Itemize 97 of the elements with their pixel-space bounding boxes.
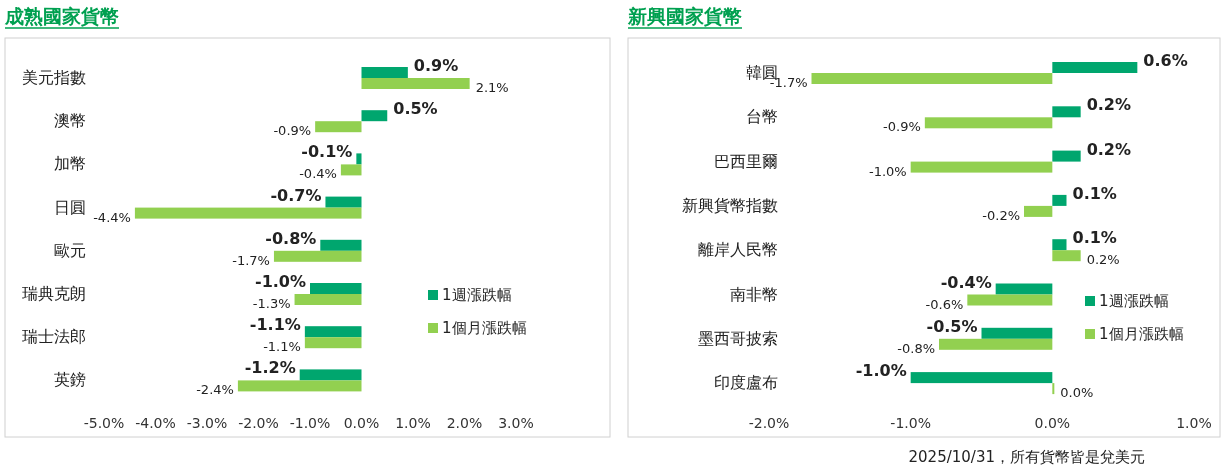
data-label: -0.9%: [273, 123, 312, 139]
x-tick-label: 2.0%: [446, 415, 483, 431]
legend-label: 1個月漲跌幅: [1099, 325, 1184, 343]
bar: [1052, 194, 1067, 206]
data-label: -1.0%: [868, 163, 907, 179]
data-label: 0.2%: [1086, 252, 1120, 268]
chart-title: 成熟國家貨幣: [4, 5, 119, 27]
bar: [910, 372, 1053, 384]
x-tick-label: 0.0%: [1034, 415, 1071, 431]
bar: [325, 196, 362, 208]
bar: [294, 294, 362, 305]
text: 2025/10/31，所有貨幣皆是兌美元: [908, 448, 1145, 466]
data-label: -0.6%: [925, 296, 964, 312]
data-label: -0.8%: [265, 228, 317, 248]
x-tick-label: -2.0%: [238, 415, 279, 431]
x-tick-label: -3.0%: [186, 415, 228, 431]
bar: [1052, 239, 1067, 251]
data-label: -0.4%: [299, 166, 337, 182]
x-tick-label: -1.0%: [890, 415, 931, 431]
bar: [967, 294, 1053, 306]
bar: [1024, 205, 1053, 217]
bar: [811, 73, 1053, 84]
bar: [340, 164, 362, 176]
bar: [315, 121, 362, 133]
data-label: -1.2%: [244, 358, 296, 378]
data-label: -4.4%: [93, 209, 131, 225]
y-tick-label: 台幣: [746, 107, 778, 127]
data-label: -0.7%: [270, 185, 322, 205]
bar: [273, 250, 362, 262]
data-label: -2.4%: [196, 382, 234, 398]
x-tick-label: 3.0%: [498, 415, 534, 431]
data-label: -1.3%: [252, 296, 291, 311]
data-label: 0.1%: [1072, 228, 1117, 248]
y-tick-label: 英鎊: [54, 370, 86, 390]
data-label: -1.0%: [855, 361, 907, 381]
bar: [1052, 150, 1081, 162]
data-label: 0.2%: [1086, 139, 1132, 159]
x-tick-label: 1.0%: [1176, 415, 1212, 431]
data-label: 0.6%: [1143, 51, 1188, 70]
data-label: -1.1%: [249, 315, 301, 335]
bar: [939, 338, 1053, 350]
y-tick-label: 巴西里爾: [714, 151, 778, 171]
x-tick-label: -2.0%: [748, 415, 790, 431]
y-tick-label: 新興貨幣指數: [682, 195, 778, 215]
data-label: 0.2%: [1086, 95, 1132, 115]
bar: [304, 326, 362, 338]
y-tick-label: 瑞典克朗: [22, 284, 86, 303]
data-label: -0.5%: [926, 316, 978, 336]
bar: [237, 380, 362, 392]
data-label: 0.0%: [1060, 385, 1094, 401]
y-tick-label: 歐元: [54, 240, 86, 260]
y-tick-label: 美元指數: [22, 68, 86, 87]
y-tick-label: 加幣: [54, 154, 86, 174]
bar: [1052, 106, 1081, 118]
data-label: -0.4%: [940, 272, 992, 292]
data-label: -1.1%: [263, 339, 301, 355]
bar: [1052, 250, 1081, 262]
bar: [924, 117, 1053, 129]
bar: [310, 283, 362, 294]
legend-label: 1個月漲跌幅: [442, 319, 527, 337]
bar: [1052, 62, 1138, 73]
bar: [981, 327, 1053, 339]
x-tick-label: -4.0%: [135, 415, 176, 431]
bar: [320, 239, 362, 251]
x-tick-label: -1.0%: [289, 415, 331, 431]
y-tick-label: 澳幣: [54, 111, 86, 131]
x-tick-label: -5.0%: [83, 415, 125, 431]
bar: [134, 207, 362, 219]
y-tick-label: 瑞士法郎: [22, 327, 86, 347]
legend-label: 1週漲跌幅: [442, 286, 512, 304]
bar: [910, 161, 1053, 173]
data-label: -0.1%: [301, 142, 353, 162]
data-label: -1.7%: [232, 252, 270, 268]
y-tick-label: 墨西哥披索: [698, 328, 778, 348]
data-label: 0.1%: [1072, 183, 1117, 203]
bar: [299, 369, 362, 381]
bar: [304, 337, 362, 349]
data-label: 2.1%: [475, 80, 509, 95]
bar: [361, 67, 408, 78]
data-label: 0.5%: [393, 99, 438, 119]
chart-title: 新興國家貨幣: [627, 5, 742, 27]
bar: [356, 153, 362, 165]
data-label: 0.9%: [413, 56, 459, 75]
data-label: -0.8%: [897, 340, 935, 356]
y-tick-label: 南非幣: [730, 284, 778, 304]
y-tick-label: 離岸人民幣: [698, 240, 778, 260]
data-label: -1.0%: [254, 272, 306, 291]
x-tick-label: 1.0%: [395, 415, 431, 431]
x-tick-label: 0.0%: [343, 415, 380, 431]
y-tick-label: 印度盧布: [714, 373, 778, 393]
legend-label: 1週漲跌幅: [1099, 292, 1169, 310]
data-label: -0.2%: [982, 207, 1020, 223]
bar: [361, 78, 470, 89]
data-label: -0.9%: [883, 119, 921, 135]
bar: [995, 283, 1053, 295]
y-tick-label: 日圓: [54, 197, 86, 217]
bar: [361, 110, 388, 122]
